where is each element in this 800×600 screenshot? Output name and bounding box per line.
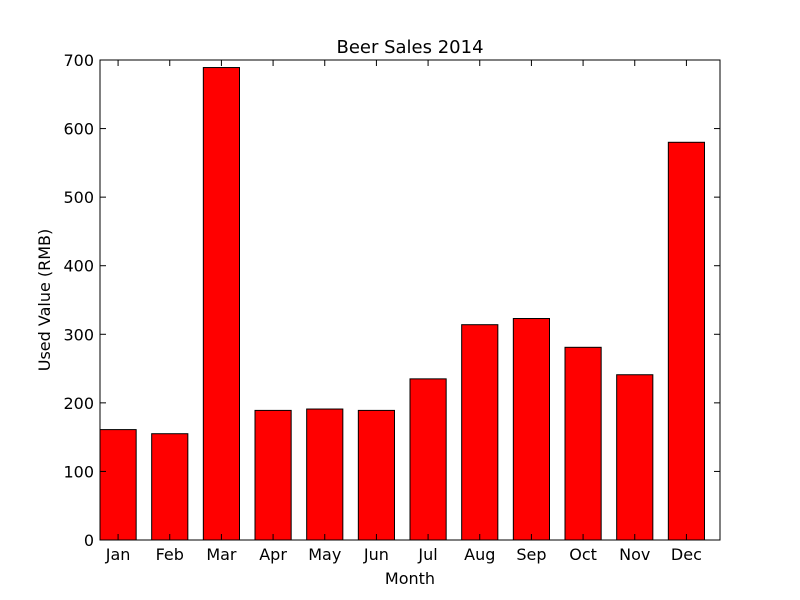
x-tick-label: Feb [156, 545, 184, 564]
x-tick-label: Sep [516, 545, 546, 564]
y-tick-label: 300 [63, 325, 94, 344]
bar-may [306, 408, 344, 541]
y-axis-ticks: 0 100 200 300 400 500 600 700 [63, 51, 720, 550]
bar-jan [99, 429, 137, 541]
chart-title: Beer Sales 2014 [336, 37, 483, 58]
y-tick-label: 0 [84, 531, 94, 550]
x-axis-ticks: Jan Feb Mar Apr May Jun Jul Aug Sep Oct Nov Dec [105, 60, 702, 564]
y-tick-label: 500 [63, 188, 94, 207]
bars-group [99, 67, 706, 541]
bar-oct [564, 346, 602, 541]
bar-nov [616, 374, 654, 541]
x-tick-label: Apr [259, 545, 287, 564]
y-tick-label: 400 [63, 257, 94, 276]
x-tick-label: Jan [105, 545, 131, 564]
x-tick-label: May [308, 545, 341, 564]
bar-aug [461, 324, 499, 541]
y-tick-label: 600 [63, 120, 94, 139]
bar-jul [409, 378, 447, 541]
x-tick-label: Dec [671, 545, 702, 564]
y-tick-label: 200 [63, 394, 94, 413]
bar-mar [202, 67, 240, 541]
x-tick-label: Nov [619, 545, 650, 564]
plot-frame [99, 59, 721, 541]
bar-jun [357, 409, 395, 541]
bar-feb [151, 433, 189, 541]
x-tick-label: Mar [206, 545, 237, 564]
x-tick-label: Oct [569, 545, 597, 564]
bar-dec [667, 141, 706, 541]
y-axis-label: Used Value (RMB) [35, 229, 54, 372]
y-tick-label: 700 [63, 51, 94, 70]
x-tick-label: Jun [363, 545, 389, 564]
y-tick-label: 100 [63, 462, 94, 481]
bar-apr [254, 409, 292, 541]
x-tick-label: Jul [417, 545, 437, 564]
x-tick-label: Aug [464, 545, 495, 564]
x-axis-label: Month [385, 569, 435, 588]
bar-sep [512, 318, 551, 541]
